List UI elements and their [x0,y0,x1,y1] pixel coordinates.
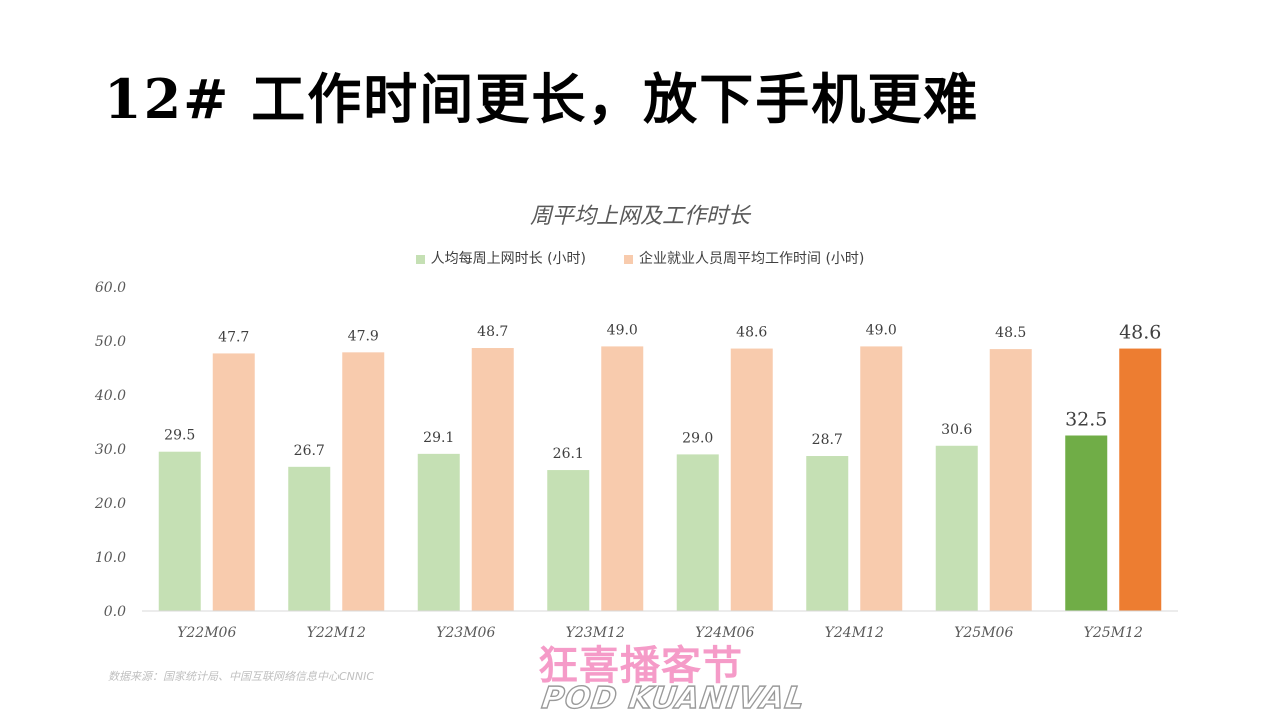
y-tick-label: 0.0 [104,604,126,620]
source-note: 数据来源：国家统计局、中国互联网络信息中心CNNIC [108,668,374,684]
data-label-work-hours-Y25M06: 48.5 [995,325,1026,341]
bar-online-hours-Y23M06 [418,454,460,611]
x-tick-label-Y23M12: Y23M12 [566,625,625,641]
bar-online-hours-Y24M12 [806,456,848,611]
x-tick-label-Y22M12: Y22M12 [307,625,366,641]
y-tick-label: 40.0 [94,388,126,404]
data-label-online-hours-Y23M06: 29.1 [423,430,454,446]
bar-work-hours-Y23M06 [472,348,514,611]
data-label-online-hours-Y22M06: 29.5 [164,428,195,444]
data-label-work-hours-Y25M12: 48.6 [1119,322,1161,344]
logo-chinese-text: 狂喜播客节 [538,646,743,686]
x-tick-label-Y24M12: Y24M12 [825,625,884,641]
podcast-festival-logo: 狂喜播客节 POD KUANIVAL [534,646,754,720]
y-tick-label: 20.0 [94,496,126,512]
bar-work-hours-Y25M12 [1119,349,1161,611]
data-label-online-hours-Y24M12: 28.7 [812,432,843,448]
bar-online-hours-Y22M12 [288,467,330,611]
data-label-work-hours-Y22M12: 47.9 [348,328,379,344]
data-label-work-hours-Y23M06: 48.7 [477,324,508,340]
bar-work-hours-Y22M12 [342,352,384,611]
y-tick-label: 30.0 [95,442,126,458]
bar-online-hours-Y25M06 [936,446,978,611]
bar-work-hours-Y24M12 [860,346,902,611]
bar-online-hours-Y25M12 [1065,436,1107,612]
data-label-work-hours-Y24M06: 48.6 [736,325,767,341]
bar-work-hours-Y25M06 [990,349,1032,611]
x-tick-label-Y22M06: Y22M06 [177,625,236,641]
x-tick-label-Y24M06: Y24M06 [695,625,754,641]
data-label-work-hours-Y24M12: 49.0 [866,322,897,338]
data-label-online-hours-Y22M12: 26.7 [294,443,325,459]
data-label-online-hours-Y23M12: 26.1 [553,446,584,462]
y-tick-label: 60.0 [95,280,126,296]
bar-online-hours-Y24M06 [677,454,719,611]
y-tick-label: 10.0 [95,550,126,566]
bar-online-hours-Y22M06 [159,452,201,611]
bar-online-hours-Y23M12 [547,470,589,611]
data-label-online-hours-Y25M12: 32.5 [1065,409,1107,431]
logo-english-text: POD KUANIVAL [540,684,807,714]
x-tick-label-Y23M06: Y23M06 [436,625,495,641]
x-tick-label-Y25M12: Y25M12 [1084,625,1143,641]
bar-work-hours-Y23M12 [601,346,643,611]
bar-work-hours-Y22M06 [213,353,255,611]
data-label-online-hours-Y25M06: 30.6 [941,422,972,438]
data-label-work-hours-Y22M06: 47.7 [218,329,249,345]
x-tick-label-Y25M06: Y25M06 [954,625,1013,641]
y-tick-label: 50.0 [95,334,126,350]
data-label-work-hours-Y23M12: 49.0 [607,322,638,338]
data-label-online-hours-Y24M06: 29.0 [682,430,713,446]
bar-work-hours-Y24M06 [731,349,773,611]
